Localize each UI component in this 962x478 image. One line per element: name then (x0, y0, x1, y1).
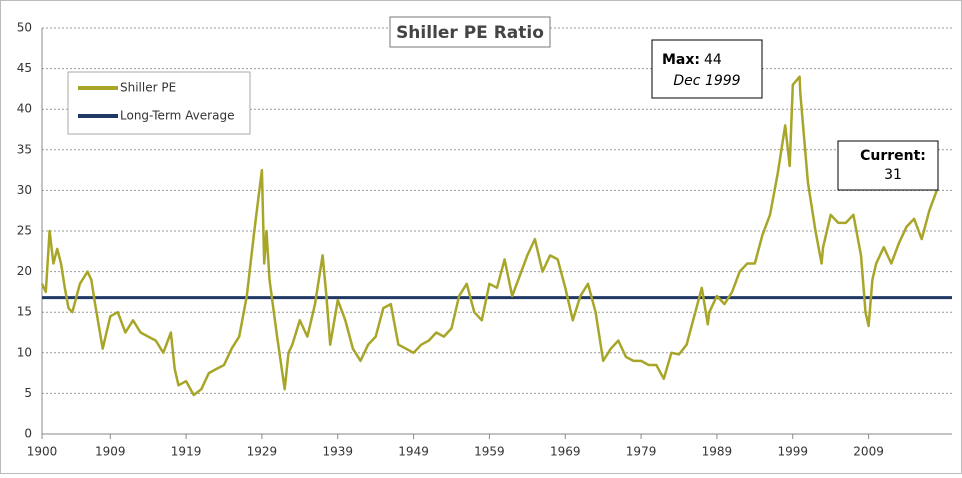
legend (67, 71, 251, 135)
marks (40, 75, 952, 397)
y-tick-label: 35 (17, 142, 32, 156)
x-tick-label: 1900 (27, 445, 58, 459)
x-tick-label: 1989 (702, 445, 733, 459)
y-tick-label: 30 (17, 183, 32, 197)
annotation-box (651, 39, 763, 99)
y-tick-label: 40 (17, 102, 32, 116)
y-tick-label: 45 (17, 61, 32, 75)
y-tick-label: 50 (17, 21, 32, 35)
x-tick-label: 1909 (95, 445, 126, 459)
x-tick-label: 1969 (550, 445, 581, 459)
chart-title: Shiller PE Ratio (396, 23, 544, 43)
series-line (40, 75, 938, 397)
annotation-label: Current: (860, 148, 926, 164)
x-tick-label: 1929 (247, 445, 278, 459)
x-tick-label: 1949 (398, 445, 429, 459)
y-tick-label: 25 (17, 224, 32, 238)
x-tick-label: 1959 (474, 445, 505, 459)
y-tick-label: 0 (24, 427, 32, 441)
grid: 0 5 10 15 20 25 30 35 40 45 50 1900 1909 1919 1929 1939… (17, 21, 952, 459)
annotation-value: 31 (884, 167, 902, 183)
annotation-date: Dec 1999 (673, 73, 740, 89)
x-tick-label: 1979 (626, 445, 657, 459)
annotation-box (837, 140, 939, 191)
title-box (389, 16, 551, 48)
annotation-value: 44 (704, 52, 722, 68)
y-tick-label: 15 (17, 305, 32, 319)
x-tick-label: 1919 (171, 445, 202, 459)
x-tick-label: 1999 (777, 445, 808, 459)
x-tick-label: 2009 (853, 445, 884, 459)
x-tick-label: 1939 (322, 445, 353, 459)
legend-label: Long-Term Average (120, 109, 234, 123)
y-tick-label: 10 (17, 345, 32, 359)
legend-label: Shiller PE (120, 81, 176, 95)
annotation-label: Max: (662, 52, 700, 68)
y-tick-label: 20 (17, 264, 32, 278)
y-tick-label: 5 (24, 386, 32, 400)
